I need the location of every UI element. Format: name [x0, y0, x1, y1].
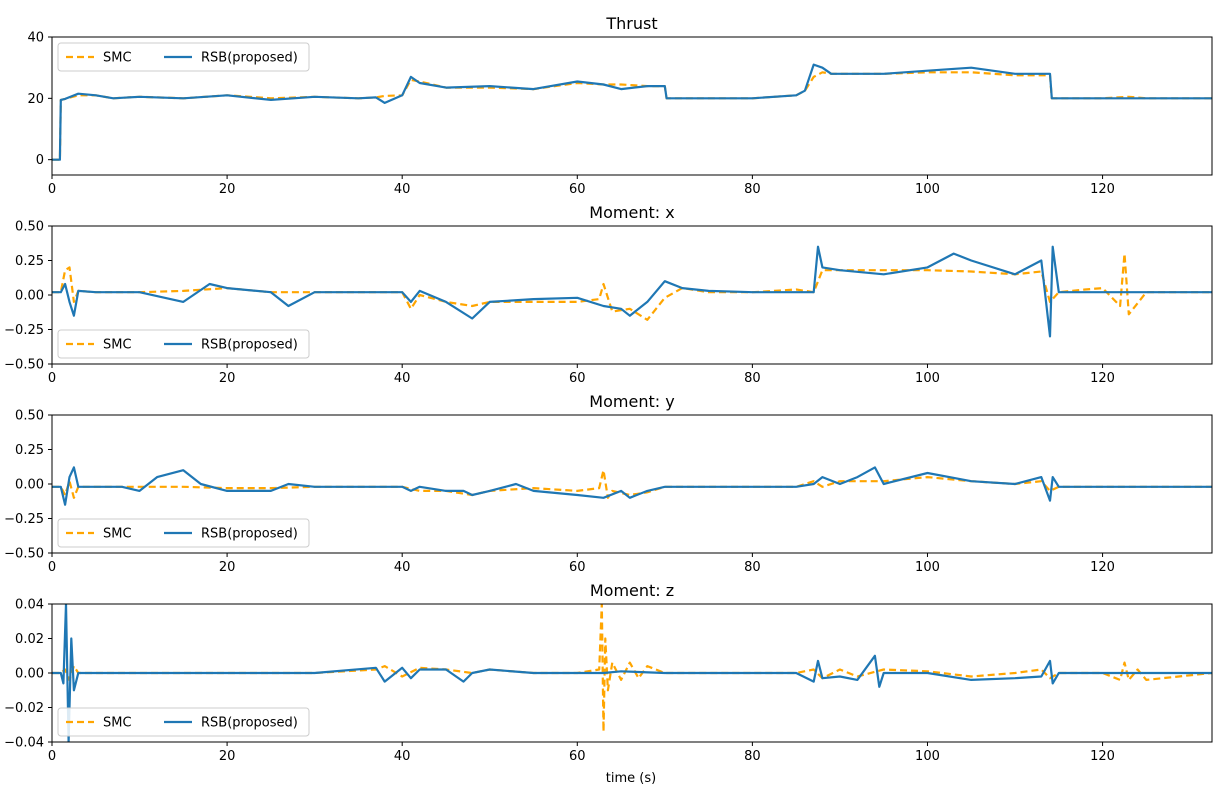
x-tick-label: 120 — [1090, 749, 1115, 764]
x-tick-label: 100 — [915, 371, 940, 386]
x-tick-label: 60 — [569, 749, 586, 764]
series-group — [52, 466, 1212, 506]
subplot-title: Moment: y — [589, 392, 674, 411]
y-tick-label: −0.02 — [4, 701, 44, 716]
axes-frame — [51, 36, 1213, 176]
subplot-2: 0 20 40 60 80 100 120 −0.50 −0.25 0.00 0.25 0.50 Mom… — [4, 203, 1213, 386]
legend-label-smc: SMC — [103, 338, 132, 353]
y-tick-label: 0.25 — [15, 254, 44, 269]
series-group — [52, 245, 1212, 338]
x-tick-label: 120 — [1090, 371, 1115, 386]
subplot-title: Moment: z — [590, 581, 674, 600]
x-tick-label: 20 — [219, 560, 236, 575]
y-tick-label: −0.25 — [4, 512, 44, 527]
x-tick-label: 20 — [219, 182, 236, 197]
y-tick-label: 0.02 — [15, 632, 44, 647]
x-tick-label: 60 — [569, 560, 586, 575]
x-tick-label: 0 — [48, 749, 56, 764]
y-tick-label: −0.25 — [4, 323, 44, 338]
x-tick-label: 0 — [48, 371, 56, 386]
legend: SMC RSB(proposed) — [57, 329, 310, 359]
y-tick-label: 0.00 — [15, 478, 44, 493]
x-tick-label: 120 — [1090, 182, 1115, 197]
legend-label-smc: SMC — [103, 51, 132, 66]
y-tick-label: 0.00 — [15, 667, 44, 682]
x-tick-label: 120 — [1090, 560, 1115, 575]
legend-label-smc: SMC — [103, 527, 132, 542]
subplot-3: 0 20 40 60 80 100 120 −0.50 −0.25 0.00 0.25 0.50 Mom… — [4, 392, 1213, 575]
y-tick-label: 0.04 — [15, 598, 44, 613]
x-tick-label: 100 — [915, 182, 940, 197]
x-tick-label: 60 — [569, 371, 586, 386]
y-tick-label: −0.50 — [4, 358, 44, 373]
legend-label-rsb: RSB(proposed) — [201, 527, 298, 542]
x-tick-label: 80 — [744, 371, 761, 386]
y-tick-label: 0.00 — [15, 289, 44, 304]
y-tick-label: 40 — [27, 31, 44, 46]
series-line-smc — [52, 469, 1212, 499]
y-tick-label: −0.50 — [4, 547, 44, 562]
subplot-4: 0 20 40 60 80 100 120 −0.04 −0.02 0.00 0.02 0.04 Mom… — [4, 581, 1213, 764]
x-tick-label: 0 — [48, 560, 56, 575]
subplot-title: Moment: x — [589, 203, 674, 222]
legend-label-smc: SMC — [103, 716, 132, 731]
legend: SMC RSB(proposed) — [57, 518, 310, 548]
x-tick-label: 80 — [744, 749, 761, 764]
series-line-rsb-proposed — [52, 245, 1212, 338]
series-line-smc — [52, 71, 1212, 161]
x-tick-label: 20 — [219, 749, 236, 764]
x-tick-label: 80 — [744, 182, 761, 197]
x-tick-label: 0 — [48, 182, 56, 197]
series-line-rsb-proposed — [52, 466, 1212, 506]
subplot-panels: 0 20 40 60 80 100 120 0 20 40 Thrust SMC RSB(propose… — [4, 14, 1213, 764]
legend-label-rsb: RSB(proposed) — [201, 338, 298, 353]
subplot-title: Thrust — [605, 14, 657, 33]
x-tick-label: 60 — [569, 182, 586, 197]
x-tick-label: 100 — [915, 749, 940, 764]
x-tick-label: 80 — [744, 560, 761, 575]
y-tick-label: 20 — [27, 92, 44, 107]
legend: SMC RSB(proposed) — [57, 707, 310, 737]
series-line-rsb-proposed — [52, 604, 1212, 742]
x-tick-label: 40 — [394, 182, 411, 197]
legend: SMC RSB(proposed) — [57, 42, 310, 72]
x-tick-label: 40 — [394, 371, 411, 386]
y-tick-label: 0.50 — [15, 409, 44, 424]
legend-label-rsb: RSB(proposed) — [201, 716, 298, 731]
series-group — [52, 604, 1212, 742]
y-tick-label: 0 — [36, 153, 44, 168]
y-tick-label: 0.50 — [15, 220, 44, 235]
y-tick-label: 0.25 — [15, 443, 44, 458]
series-line-rsb-proposed — [52, 63, 1212, 161]
y-tick-label: −0.04 — [4, 736, 44, 751]
series-group — [52, 63, 1212, 161]
x-tick-label: 20 — [219, 371, 236, 386]
x-axis-label: time (s) — [606, 771, 656, 786]
x-tick-label: 40 — [394, 560, 411, 575]
x-tick-label: 40 — [394, 749, 411, 764]
series-line-smc — [52, 252, 1212, 321]
x-tick-label: 100 — [915, 560, 940, 575]
subplot-1: 0 20 40 60 80 100 120 0 20 40 Thrust SMC RSB(propose… — [27, 14, 1213, 197]
legend-label-rsb: RSB(proposed) — [201, 51, 298, 66]
